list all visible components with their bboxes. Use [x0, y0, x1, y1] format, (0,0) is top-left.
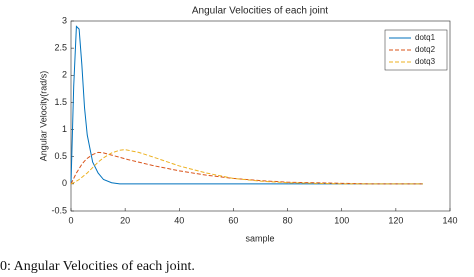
- chart-title: Angular Velocities of each joint: [192, 6, 328, 17]
- x-tick-label: 80: [283, 215, 293, 225]
- y-tick-label: -0.5: [51, 205, 67, 215]
- x-tick-label: 60: [228, 215, 238, 225]
- x-tick-label: 140: [442, 215, 457, 225]
- y-tick-label: 2: [62, 70, 67, 80]
- y-axis-label: Angular Velocity(rad/s): [38, 71, 48, 162]
- legend-label: dotq1: [415, 33, 436, 42]
- x-tick-label: 120: [388, 215, 403, 225]
- legend-label: dotq3: [415, 57, 436, 66]
- series-line: [70, 25, 423, 185]
- y-tick-label: 0: [62, 178, 67, 188]
- y-tick-label: 1.5: [54, 97, 67, 107]
- y-tick-label: 0.5: [54, 151, 67, 161]
- y-tick-label: 1: [62, 124, 67, 134]
- legend-label: dotq2: [415, 45, 436, 54]
- x-tick-label: 100: [334, 215, 349, 225]
- x-axis-label: sample: [245, 233, 274, 243]
- y-tick-label: 2.5: [54, 43, 67, 53]
- caption: 0: Angular Velocities of each joint.: [0, 259, 195, 274]
- y-tick-label: 3: [62, 15, 67, 25]
- x-tick-label: 20: [120, 215, 130, 225]
- x-tick-label: 40: [174, 215, 184, 225]
- series-line: [70, 149, 423, 185]
- x-tick-label: 0: [68, 215, 73, 225]
